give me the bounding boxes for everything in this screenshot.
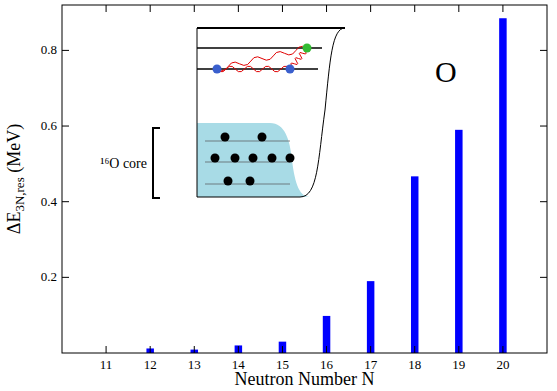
bar xyxy=(499,18,506,353)
title: O xyxy=(435,55,457,88)
y-tick xyxy=(540,50,547,51)
bar xyxy=(367,281,374,353)
core-fill xyxy=(197,123,310,197)
y-tick xyxy=(62,50,69,51)
valence-neutron xyxy=(286,65,295,74)
y-tick xyxy=(62,126,69,127)
well-curve xyxy=(197,28,345,197)
x-tick-label: 13 xyxy=(188,357,201,372)
x-tick-label: 19 xyxy=(452,357,465,372)
x-tick xyxy=(414,5,415,12)
core-label: ¹⁶O core xyxy=(100,156,147,171)
nucleon xyxy=(258,133,267,142)
y-axis-title: ΔE3N,res (MeV) xyxy=(4,124,27,234)
interaction xyxy=(217,66,290,71)
x-tick xyxy=(238,346,239,353)
x-tick xyxy=(282,5,283,12)
y-tick xyxy=(62,277,69,278)
y-tick-label: 0.4 xyxy=(41,194,58,209)
x-tick-label: 12 xyxy=(144,357,157,372)
x-tick xyxy=(150,346,151,353)
x-tick xyxy=(326,346,327,353)
inset: ¹⁶O core xyxy=(100,28,345,198)
x-tick xyxy=(194,346,195,353)
nucleon xyxy=(231,154,240,163)
x-tick xyxy=(326,5,327,12)
x-tick xyxy=(458,346,459,353)
bar xyxy=(455,130,462,353)
x-tick xyxy=(106,5,107,12)
bar xyxy=(411,176,418,353)
nucleon xyxy=(286,154,295,163)
x-tick-label: 20 xyxy=(496,357,509,372)
y-title-main: ΔE xyxy=(4,212,24,235)
x-tick xyxy=(414,346,415,353)
well-wall xyxy=(197,28,198,197)
y-tick-label: 0.6 xyxy=(41,118,58,133)
valence-neutron xyxy=(303,44,312,53)
x-tick-label: 11 xyxy=(100,357,113,372)
bracket xyxy=(153,128,160,198)
y-title-unit: (MeV) xyxy=(4,124,25,177)
x-tick-label: 18 xyxy=(408,357,421,372)
x-tick xyxy=(194,5,195,12)
nucleon xyxy=(211,154,220,163)
x-tick xyxy=(150,5,151,12)
x-tick xyxy=(502,346,503,353)
y-tick xyxy=(540,277,547,278)
nucleon xyxy=(246,177,255,186)
valence-neutron xyxy=(213,65,222,74)
nucleon xyxy=(221,133,230,142)
nucleon xyxy=(224,177,233,186)
core-level xyxy=(205,162,290,163)
core-level xyxy=(205,141,290,142)
bars xyxy=(146,18,506,353)
x-tick xyxy=(106,346,107,353)
x-tick xyxy=(238,5,239,12)
y-tick xyxy=(540,201,547,202)
y-tick xyxy=(540,126,547,127)
y-tick-label: 0.2 xyxy=(41,269,57,284)
frame xyxy=(62,5,547,353)
nucleon xyxy=(249,154,258,163)
y-tick-label: 0.8 xyxy=(41,42,57,57)
level xyxy=(197,27,345,29)
y-title-sub: 3N,res xyxy=(12,177,27,211)
x-tick xyxy=(282,346,283,353)
x-tick xyxy=(370,5,371,12)
x-axis-title: Neutron Number N xyxy=(235,369,375,389)
nucleon xyxy=(268,154,277,163)
chart: 111213141516171819200.20.40.60.8Neutron … xyxy=(0,0,557,391)
y-tick xyxy=(62,201,69,202)
x-tick xyxy=(370,346,371,353)
x-tick xyxy=(502,5,503,12)
bar xyxy=(279,342,286,353)
bar xyxy=(323,316,330,353)
x-tick xyxy=(458,5,459,12)
bar xyxy=(235,345,242,353)
